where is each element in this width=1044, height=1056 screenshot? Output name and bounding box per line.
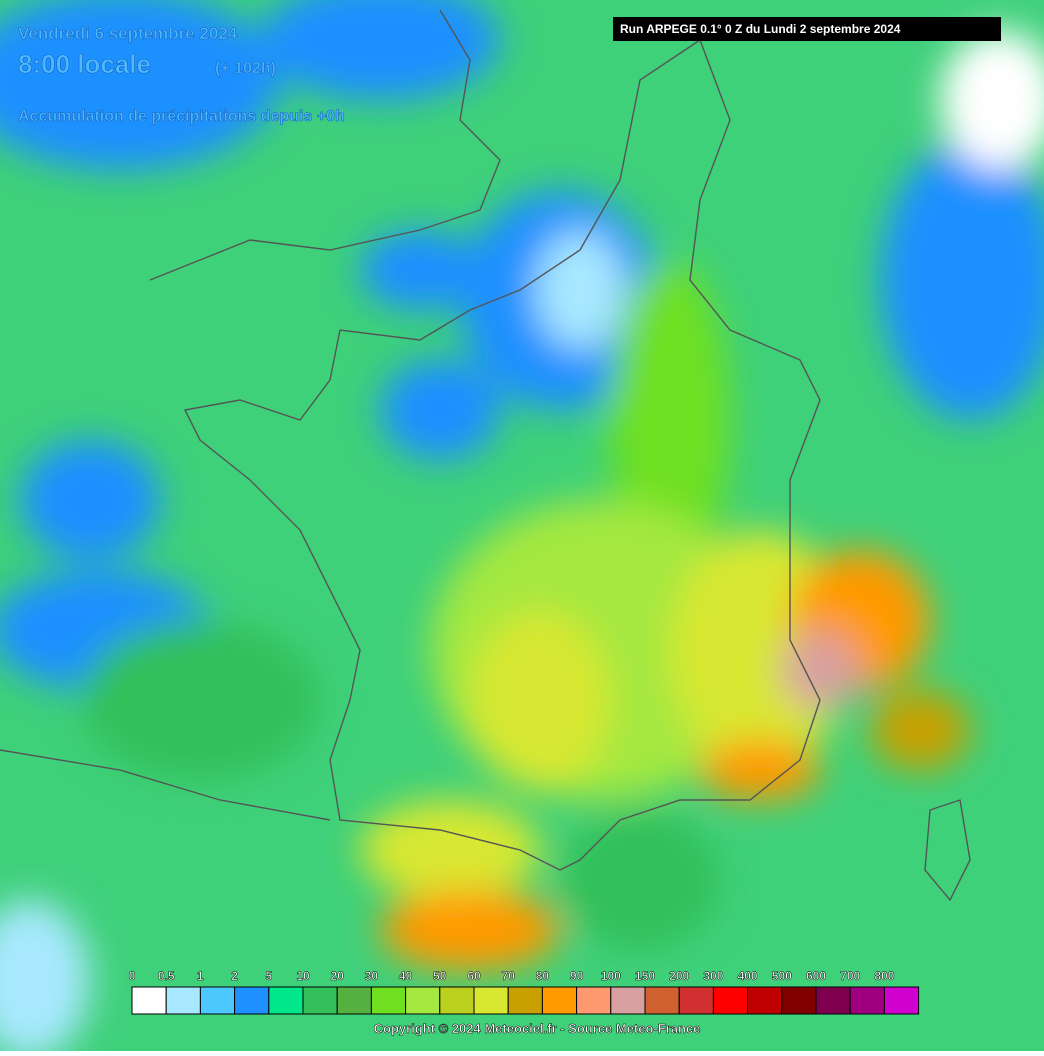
legend-label: 5: [265, 969, 272, 983]
legend-swatch: [507, 986, 543, 1015]
legend-label: 90: [570, 969, 584, 983]
legend-swatch: [883, 986, 920, 1015]
legend-swatch: [439, 986, 475, 1015]
legend-swatch: [712, 986, 749, 1015]
product-title: Accumulation de précipitations depuis +0…: [18, 108, 345, 125]
legend-swatch: [302, 986, 338, 1015]
legend-swatch: [268, 986, 304, 1015]
legend-label: 0: [129, 969, 136, 983]
legend-label: 300: [703, 969, 723, 983]
run-label: Run ARPEGE 0.1° 0 Z du Lundi 2 septembre…: [620, 22, 901, 36]
legend-label: 600: [806, 969, 826, 983]
legend-swatch: [199, 986, 236, 1015]
forecast-date: Vendredi 6 septembre 2024: [18, 24, 238, 43]
legend-label: 40: [399, 969, 413, 983]
legend-label: 50: [433, 969, 447, 983]
legend-label: 10: [296, 969, 310, 983]
legend-label: 70: [502, 969, 516, 983]
legend-label: 2: [231, 969, 238, 983]
legend-swatch: [747, 986, 783, 1015]
legend-swatch: [815, 986, 851, 1015]
legend-swatch: [336, 986, 372, 1015]
legend-label: 100: [601, 969, 621, 983]
legend-swatch: [370, 986, 407, 1015]
legend: 0 0.5 1 2 5 10 20 30 40 50 60 70 80 90 100 150 200 300 400…: [128, 969, 920, 1015]
legend-swatch: [473, 986, 509, 1015]
legend-label: 0.5: [158, 969, 175, 983]
legend-label: 500: [772, 969, 792, 983]
copyright: Copyright © 2024 Meteociel.fr - Source M…: [374, 1021, 701, 1036]
legend-swatch: [541, 986, 578, 1015]
legend-swatch: [644, 986, 680, 1015]
legend-label: 700: [840, 969, 860, 983]
legend-label: 20: [331, 969, 345, 983]
legend-swatch: [576, 986, 612, 1015]
legend-swatch: [165, 986, 201, 1015]
legend-label: 150: [635, 969, 655, 983]
legend-label: 800: [874, 969, 894, 983]
legend-label: 80: [536, 969, 550, 983]
legend-swatch: [849, 986, 885, 1015]
coastlines: [0, 9, 971, 902]
legend-swatch: [678, 986, 714, 1015]
legend-label: 1: [197, 969, 204, 983]
legend-label: 30: [365, 969, 379, 983]
legend-label: 200: [669, 969, 689, 983]
legend-swatch: [405, 986, 441, 1015]
legend-label: 60: [467, 969, 481, 983]
legend-label: 400: [738, 969, 758, 983]
legend-swatch: [234, 986, 270, 1015]
forecast-time: 8:00 locale: [18, 49, 151, 79]
legend-swatch: [131, 986, 167, 1015]
lead-time: (+ 102h): [215, 60, 276, 77]
run-box: [613, 17, 1001, 41]
legend-swatch: [781, 986, 817, 1015]
legend-swatch: [610, 986, 646, 1015]
